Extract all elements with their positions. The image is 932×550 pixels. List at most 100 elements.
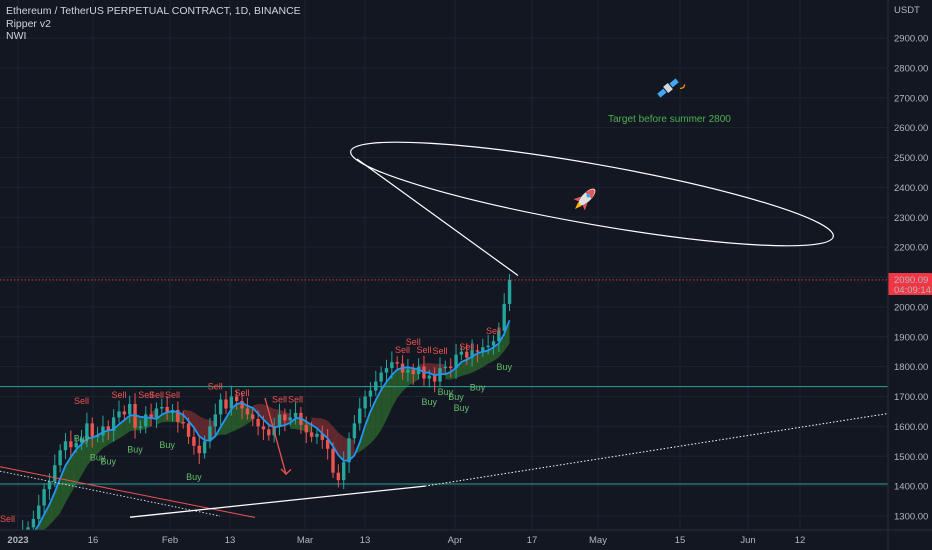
buy-signal-label: Buy bbox=[438, 387, 454, 397]
x-tick-label: Jun bbox=[740, 535, 755, 546]
candle-body bbox=[63, 441, 68, 451]
candle-body bbox=[213, 414, 217, 427]
buy-signal-label: Buy bbox=[90, 453, 106, 463]
candle-body bbox=[192, 436, 196, 446]
candle-body bbox=[283, 414, 287, 421]
candle-body bbox=[454, 354, 458, 369]
candle-body bbox=[325, 439, 330, 449]
candle bbox=[90, 417, 94, 448]
candle bbox=[368, 382, 373, 408]
candle bbox=[165, 396, 169, 421]
sell-signal-label: Sell bbox=[288, 394, 303, 404]
candle-body bbox=[74, 442, 78, 448]
sell-signal-label: Sell bbox=[74, 396, 89, 406]
y-tick-label: 2300.00 bbox=[894, 213, 928, 224]
x-tick-label: 15 bbox=[675, 535, 686, 546]
x-tick-label: 2023 bbox=[7, 535, 28, 546]
x-tick-label: 13 bbox=[225, 535, 236, 546]
x-tick-label: Apr bbox=[448, 535, 463, 546]
sell-signal-label: Sell bbox=[486, 326, 501, 336]
y-tick-label: 2200.00 bbox=[894, 243, 928, 254]
candle bbox=[218, 393, 223, 426]
candle-body bbox=[53, 465, 57, 482]
candle-body bbox=[390, 362, 394, 369]
ribbon-segment bbox=[70, 449, 77, 494]
candle bbox=[160, 398, 164, 414]
candle bbox=[128, 395, 132, 424]
candle bbox=[277, 403, 282, 436]
sell-signal-label: Sell bbox=[395, 345, 410, 355]
candle-body bbox=[497, 330, 501, 342]
indicator-ripper[interactable]: Ripper v2 bbox=[6, 17, 51, 30]
candle-body bbox=[85, 423, 89, 439]
candle-body bbox=[218, 399, 223, 415]
x-tick-label: 17 bbox=[527, 535, 538, 546]
candle-body bbox=[486, 345, 490, 348]
candle-body bbox=[507, 279, 512, 304]
ribbon-segment bbox=[119, 420, 125, 439]
rocket-nose bbox=[585, 189, 595, 199]
candle bbox=[320, 425, 324, 449]
ribbon-segment bbox=[472, 353, 478, 373]
indicator-nwi[interactable]: NWI bbox=[6, 30, 27, 42]
candle-body bbox=[235, 396, 239, 401]
ribbon-segment bbox=[488, 347, 494, 364]
y-tick-label: 1400.00 bbox=[894, 482, 928, 493]
candle-body bbox=[465, 351, 469, 358]
support-trendline-extension bbox=[424, 413, 889, 487]
symbol-title[interactable]: Ethereum / TetherUS PERPETUAL CONTRACT, … bbox=[6, 5, 301, 17]
candle bbox=[325, 429, 330, 460]
ribbon-segment bbox=[124, 415, 130, 436]
candle-body bbox=[58, 450, 62, 466]
candle bbox=[347, 432, 351, 473]
rocket-icon bbox=[573, 188, 596, 211]
ribbon-segment bbox=[193, 412, 200, 437]
ribbon-segment bbox=[466, 356, 473, 375]
ribbon-segment bbox=[236, 402, 243, 430]
forecast-path bbox=[356, 158, 519, 276]
y-tick-label: 2000.00 bbox=[894, 302, 928, 313]
ribbon-segment bbox=[456, 361, 462, 378]
candle bbox=[267, 423, 271, 441]
candle-body bbox=[42, 489, 46, 506]
ribbon-segment bbox=[429, 362, 435, 376]
ribbon-segment bbox=[391, 369, 398, 408]
candle bbox=[31, 510, 36, 533]
target-annotation: Target before summer 2800 bbox=[608, 114, 731, 125]
ribbon-segment bbox=[290, 418, 296, 430]
candle bbox=[293, 402, 298, 425]
satellite-signal bbox=[679, 84, 686, 89]
candle-body bbox=[106, 426, 110, 431]
ribbon-segment bbox=[44, 504, 50, 531]
last-price-value: 2090.09 bbox=[894, 275, 928, 286]
candle-body bbox=[502, 303, 506, 331]
down-arrow-head bbox=[280, 468, 292, 476]
price-axis: USDT 1300.00 1400.00 1500.00 1600.00 1700.00 1… bbox=[888, 0, 932, 550]
ribbon-segment bbox=[375, 389, 382, 438]
candle bbox=[235, 390, 239, 410]
candle-body bbox=[144, 414, 148, 427]
candle-body bbox=[261, 426, 266, 430]
candle bbox=[37, 494, 41, 527]
candle-body bbox=[181, 421, 185, 424]
ribbon-segment bbox=[504, 320, 510, 351]
candle bbox=[481, 338, 485, 358]
candle bbox=[47, 473, 52, 500]
sell-signal-label: Sell bbox=[208, 382, 223, 392]
candle-body bbox=[347, 438, 351, 463]
candle-body bbox=[315, 433, 319, 437]
candle bbox=[374, 370, 378, 396]
ribbon-segment bbox=[183, 409, 189, 421]
candle bbox=[379, 366, 383, 389]
ribbon-segment bbox=[231, 403, 237, 433]
candle bbox=[176, 401, 180, 433]
candle bbox=[470, 339, 474, 367]
candle-body bbox=[69, 441, 73, 448]
candle bbox=[245, 397, 250, 420]
sell-signal-label: Sell bbox=[0, 514, 15, 524]
candle-body bbox=[288, 417, 292, 421]
ribbon-segment bbox=[461, 359, 467, 377]
last-price-tag bbox=[888, 272, 932, 295]
